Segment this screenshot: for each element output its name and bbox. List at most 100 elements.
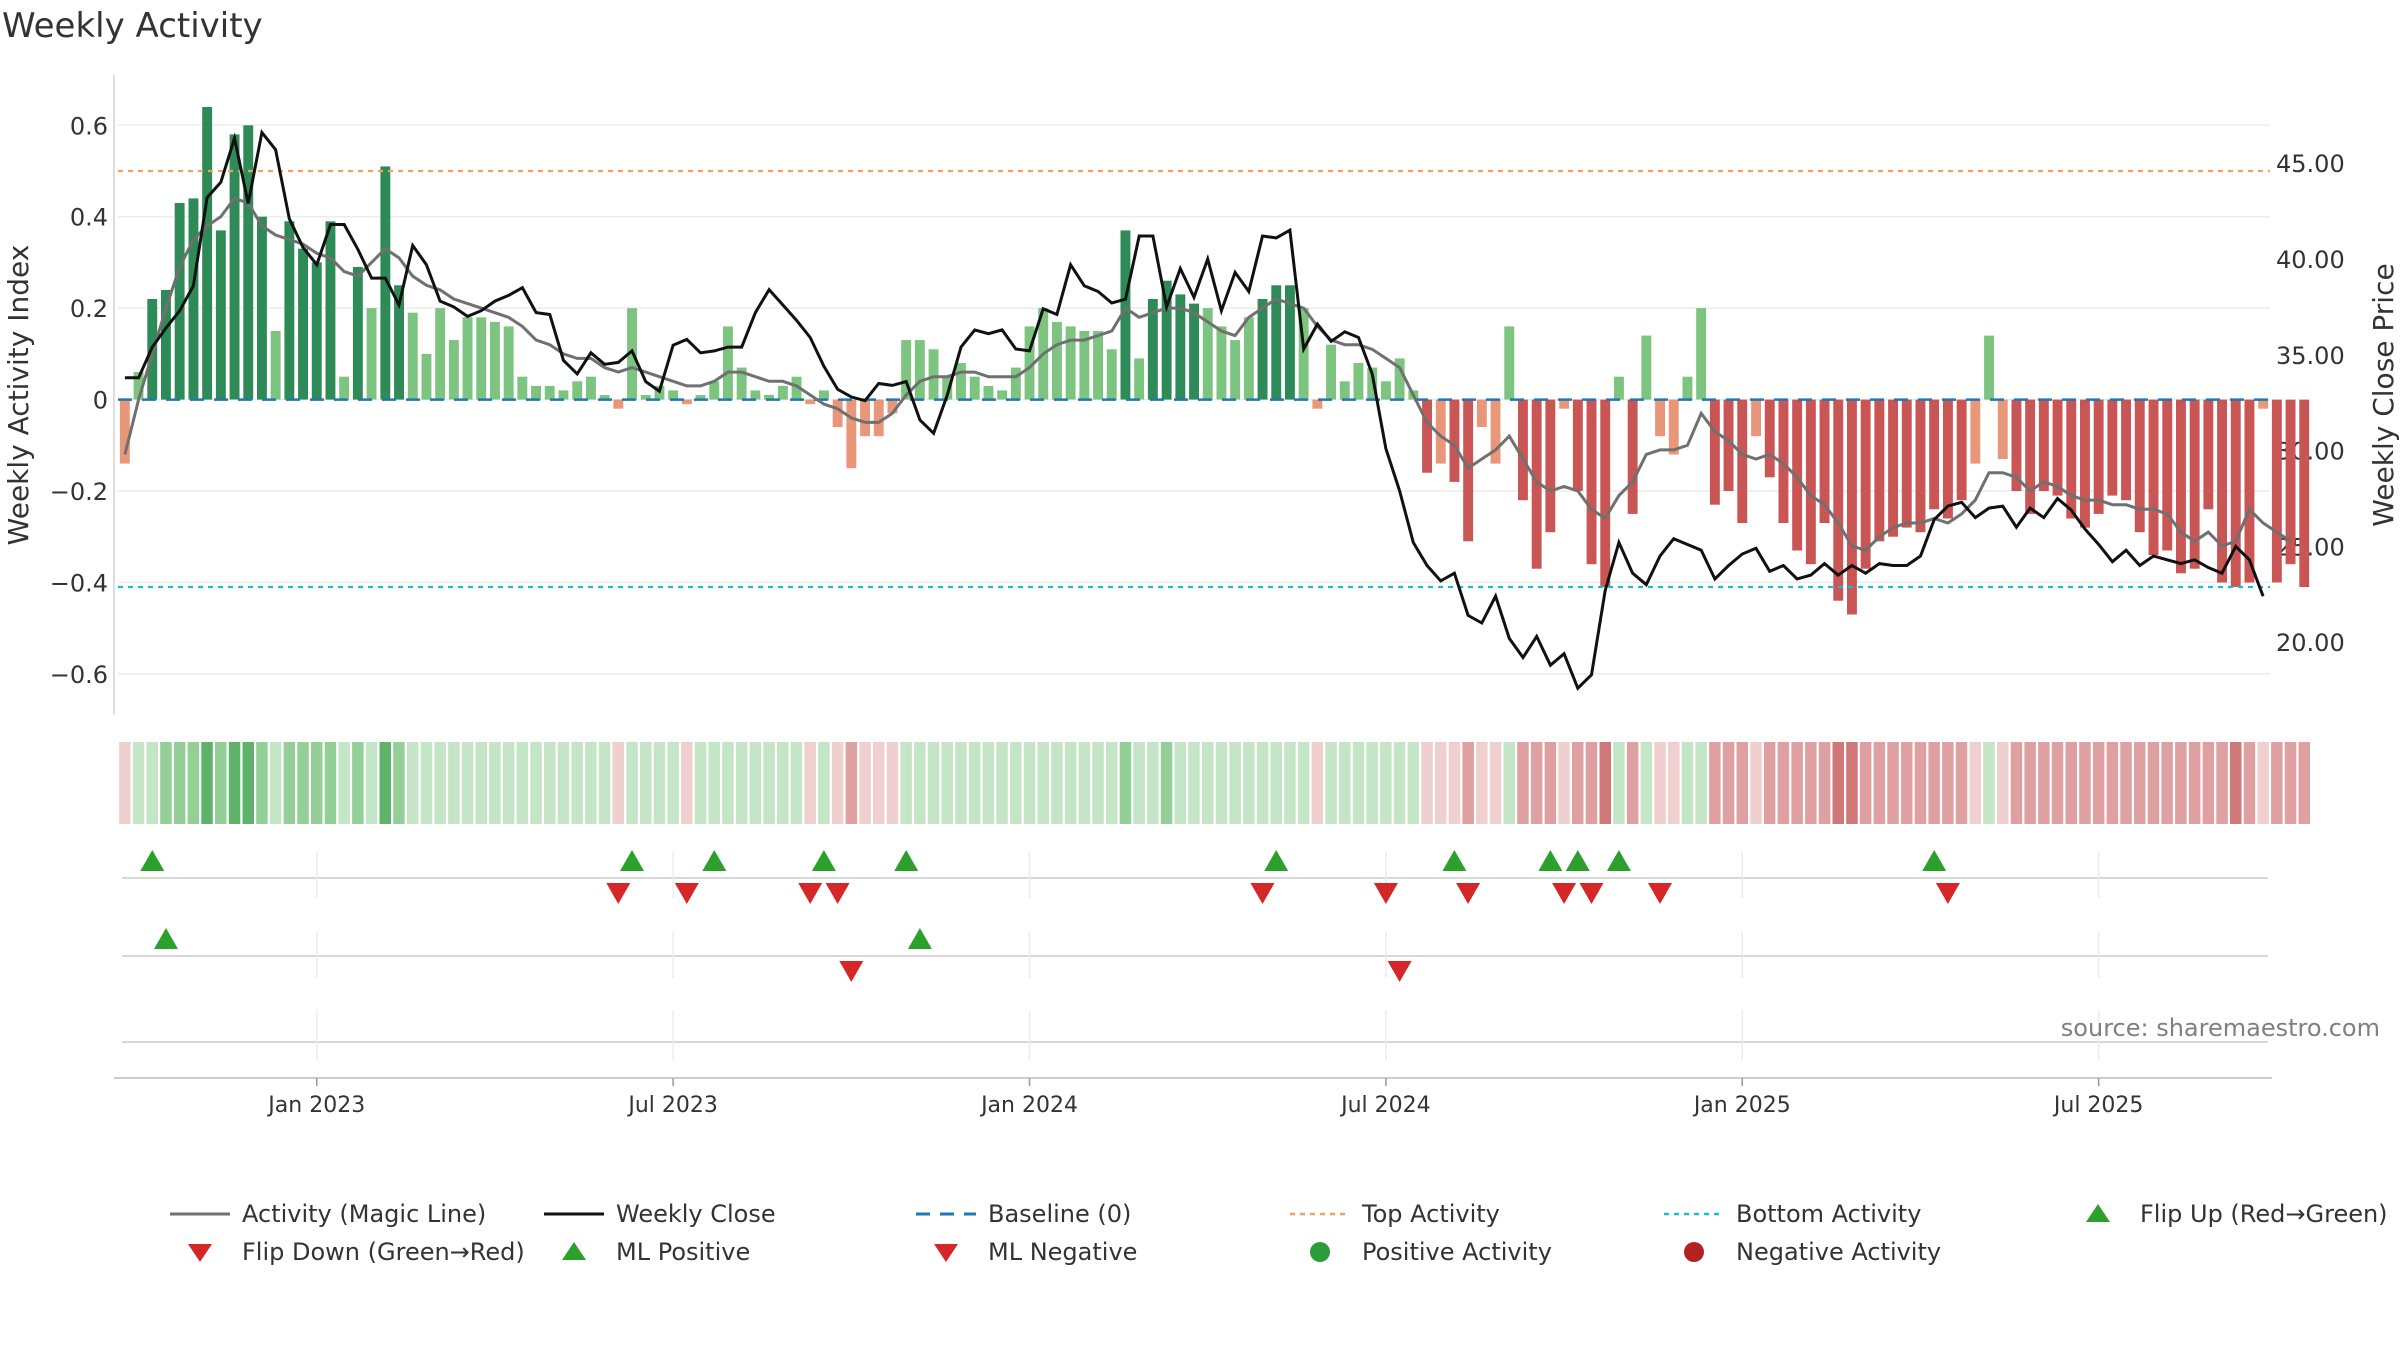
right-tick-label-5: 20.00 [2276,629,2345,657]
heat-strip-cell-20 [393,742,405,824]
heat-strip-cell-128 [1873,742,1886,824]
flip-down-marker-10 [1935,883,1960,904]
flip-down-marker-5 [1373,883,1398,904]
flip-up-marker-5 [1264,850,1289,871]
heat-strip-cell-9 [242,742,254,824]
activity-bar-60 [942,376,953,400]
heat-strip-cell-18 [365,742,378,824]
heat-strip-cell-103 [1530,742,1543,824]
heat-strip-cell-8 [228,742,241,824]
left-tick-label-1: 0.4 [70,204,108,232]
heat-strip-cell-76 [1160,742,1173,824]
activity-bar-86 [1298,308,1309,400]
activity-bar-75 [1147,299,1158,400]
activity-bar-24 [448,340,459,400]
x-tick-label-3: Jul 2024 [1339,1093,1431,1118]
heat-strip-cell-115 [1695,742,1707,824]
activity-bar-53 [846,399,857,469]
heat-strip-cell-91 [1366,742,1378,824]
activity-bar-78 [1189,303,1199,400]
heat-strip-cell-75 [1147,742,1159,824]
weekly-close-series [124,129,2265,691]
activity-bar-83 [1257,299,1268,400]
flip-up-marker-3 [811,850,836,871]
activity-bar-68 [1052,321,1062,400]
heat-strip-cell-74 [1133,742,1145,824]
x-tick-label-1: Jul 2023 [626,1093,718,1118]
activity-bar-76 [1161,280,1172,400]
activity-bar-29 [517,376,528,400]
activity-bar-132 [1929,399,1940,510]
heat-strip-cell-27 [489,742,501,824]
activity-bar-93 [1394,358,1405,400]
magic-line-series [123,196,2292,553]
activity-bar-107 [1586,399,1597,565]
activity-bar-40 [668,390,679,400]
legend-item-magic: Activity (Magic Line) [168,1200,486,1228]
heat-strip-cell-37 [626,742,638,824]
activity-bar-7 [215,230,226,400]
heat-strip-cell-80 [1215,742,1228,824]
activity-bar-50 [805,399,816,405]
activity-bar-102 [1518,399,1528,501]
heat-strip-cell-121 [1777,742,1790,824]
activity-bar-88 [1326,344,1336,400]
left-tick-label-6: −0.6 [50,661,108,689]
heat-strip-cell-30 [530,742,542,824]
heat-strip-cell-119 [1750,742,1762,824]
heat-strip-cell-26 [475,742,487,824]
heat-strip-cell-132 [1928,742,1940,824]
right-tick-label-1: 40.00 [2276,246,2345,274]
legend-item-close: Weekly Close [542,1200,776,1228]
activity-bar-138 [2011,399,2022,491]
heat-strip-cell-154 [2230,742,2242,824]
heat-strip-cell-65 [1010,742,1022,824]
activity-bar-55 [873,399,884,437]
heat-strip-cell-46 [749,742,762,824]
heat-strip-cell-141 [2051,742,2064,824]
activity-bar-91 [1367,367,1378,400]
heat-strip-cell-21 [406,742,419,824]
heat-strip-cell-49 [790,742,803,824]
activity-bar-159 [2299,399,2310,587]
activity-bar-152 [2203,399,2214,510]
activity-bar-108 [1600,399,1611,587]
activity-bar-151 [2189,399,2200,569]
x-tick-label-4: Jan 2025 [1692,1093,1791,1118]
heat-strip-cell-90 [1352,742,1365,824]
heat-strip-cell-12 [283,742,296,824]
heat-strip-cell-135 [1969,742,1981,824]
heat-strip-cell-19 [379,742,391,824]
activity-bar-58 [914,340,925,400]
activity-bar-25 [462,317,473,400]
heat-strip-cell-45 [735,742,748,824]
activity-bar-113 [1668,399,1679,455]
activity-bar-66 [1024,326,1035,400]
flip-down-marker-9 [1648,883,1672,904]
flip-down-marker-4 [1250,883,1275,904]
heat-strip-cell-43 [708,742,720,824]
heat-strip-cell-140 [2038,742,2050,824]
activity-bar-92 [1381,381,1391,400]
activity-bar-139 [2025,399,2036,514]
activity-bar-82 [1243,317,1254,400]
legend-label-mlneg: ML Negative [988,1238,1138,1266]
activity-bar-128 [1874,399,1885,542]
heat-strip-cell-102 [1517,742,1529,824]
heat-strip-cell-106 [1572,742,1584,824]
heat-strip-cell-51 [818,742,830,824]
activity-bar-4 [174,203,185,400]
heat-strip-cell-110 [1626,742,1639,824]
legend-item-posact: Positive Activity [1288,1238,1552,1266]
activity-bar-146 [2121,399,2131,501]
flip-up-marker-0 [140,850,165,871]
activity-bar-45 [736,367,747,400]
heat-strip-cell-133 [1942,742,1954,824]
activity-bar-149 [2162,399,2173,551]
heat-strip-cell-6 [201,742,213,824]
heat-strip-cell-48 [777,742,789,824]
heat-strip-cell-130 [1901,742,1913,824]
activity-bar-125 [1833,399,1844,601]
legend-item-flipup: Flip Up (Red→Green) [2066,1200,2388,1228]
